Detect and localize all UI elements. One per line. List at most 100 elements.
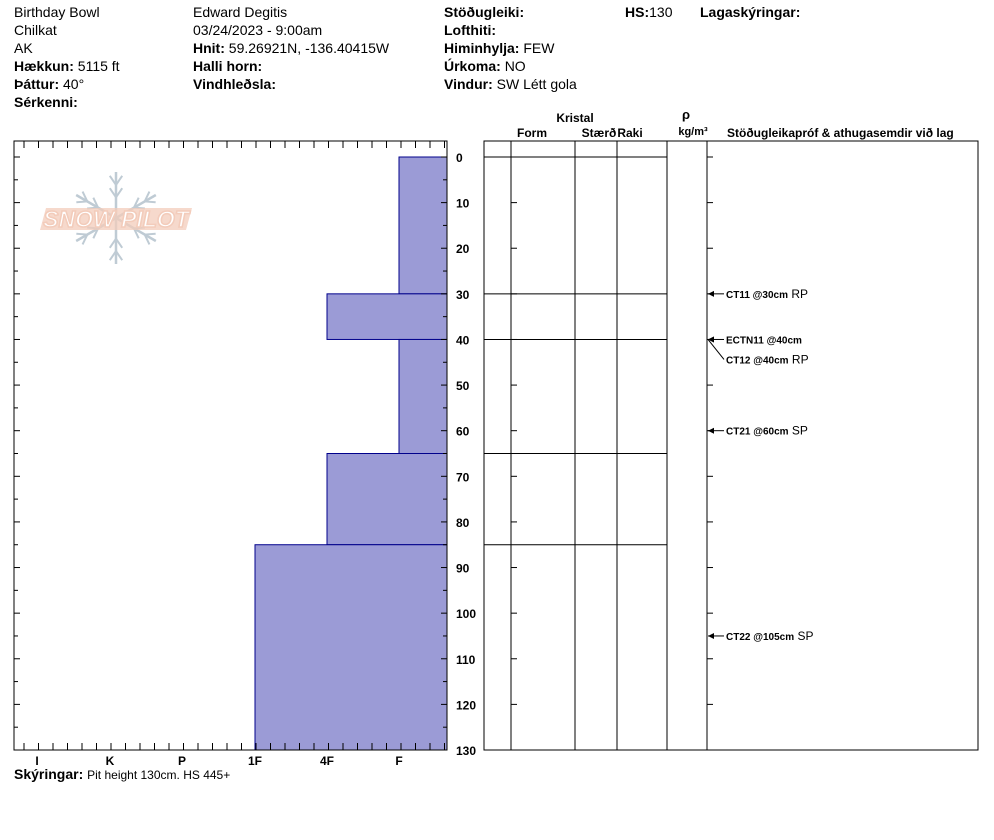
- snowflake-branch: [108, 250, 117, 261]
- hardness-bar-F: [398, 156, 448, 295]
- test-name: ECTN11 @40cm: [726, 335, 802, 346]
- hardness-tick-label: P: [178, 754, 186, 768]
- moisture-header: Raki: [617, 126, 642, 140]
- snowflake-branch: [115, 250, 124, 261]
- depth-tick-label: 40: [456, 333, 470, 347]
- test-quality: RP: [788, 287, 808, 301]
- test-arrowhead: [708, 290, 714, 297]
- wind-field: Vindur: SW Létt gola: [444, 75, 577, 93]
- aspect-value: 40°: [63, 76, 85, 92]
- depth-tick-label: 50: [456, 379, 470, 393]
- depth-tick-label: 20: [456, 242, 470, 256]
- snowflake-branch: [133, 197, 140, 209]
- air-temp-field: Lofthiti:: [444, 21, 496, 39]
- test-name: CT11 @30cm: [726, 290, 788, 301]
- snowflake-branch: [92, 227, 99, 239]
- snowflake-branch: [108, 187, 117, 198]
- coords-value: 59.26921N, -136.40415W: [228, 40, 390, 56]
- wind-label: Vindur:: [444, 76, 493, 92]
- depth-tick-label: 60: [456, 425, 470, 439]
- test-label: ECTN11 @40cm: [726, 335, 802, 346]
- depth-tick-label: 0: [456, 151, 463, 165]
- coords-field: Hnit: 59.26921N, -136.40415W: [193, 39, 389, 57]
- crystal-header: Kristal: [556, 111, 593, 125]
- test-name: CT12 @40cm: [726, 355, 789, 366]
- stability-label: Stöðugleiki:: [444, 4, 525, 20]
- depth-tick-label: 110: [456, 653, 476, 667]
- test-label: CT11 @30cm RP: [726, 287, 808, 301]
- logo-text: SNOW PILOT: [43, 206, 191, 232]
- notes-value: Pit height 130cm. HS 445+: [87, 768, 231, 782]
- depth-tick-label: 130: [456, 744, 476, 758]
- hardness-frame-border: [13, 140, 448, 751]
- test-quality: SP: [789, 424, 808, 438]
- state: AK: [14, 40, 33, 56]
- snowflake-branch: [81, 191, 89, 202]
- test-arrowhead: [708, 336, 714, 343]
- snowflake-branch: [133, 227, 140, 239]
- wind-loading-label: Vindhleðsla:: [193, 76, 276, 92]
- snowflake-branch: [81, 234, 89, 245]
- tests-header: Stöðugleikapróf & athugasemdir við lag: [727, 126, 954, 140]
- mountain-range: Chilkat: [14, 22, 57, 38]
- stability-field: Stöðugleiki:: [444, 3, 524, 21]
- hardness-tick-label: 4F: [320, 754, 334, 768]
- snowflake-branch: [115, 175, 124, 186]
- rho-header: ρ: [682, 107, 690, 122]
- hardness-bar-F: [398, 338, 448, 455]
- slope-label: Halli horn:: [193, 58, 263, 74]
- layer-notes-field: Lagaskýringar:: [700, 3, 800, 21]
- aspect-label: Þáttur:: [14, 76, 60, 92]
- snowflake-branch: [108, 175, 117, 186]
- layer-notes-label: Lagaskýringar:: [700, 4, 801, 20]
- test-arrowhead: [708, 632, 714, 639]
- depth-tick-label: 70: [456, 470, 470, 484]
- observation-datetime: 03/24/2023 - 9:00am: [193, 22, 323, 38]
- test-name: CT21 @60cm: [726, 427, 789, 438]
- depth-tick-label: 30: [456, 288, 470, 302]
- precip-field: Úrkoma: NO: [444, 57, 526, 75]
- aspect-field: Þáttur: 40°: [14, 75, 84, 93]
- snow-pilot-logo: SNOW PILOT: [40, 172, 192, 264]
- hardness-tick-label: I: [35, 754, 38, 768]
- elevation-value: 5115 ft: [77, 58, 120, 74]
- elevation-label: Hækkun:: [14, 58, 74, 74]
- sky-label: Himinhylja:: [444, 40, 520, 56]
- snowflake-branch: [115, 238, 124, 249]
- coords-label: Hnit:: [193, 40, 225, 56]
- hs-label: HS:: [625, 4, 650, 20]
- snowflake-branch: [144, 200, 156, 204]
- test-quality: RP: [789, 352, 809, 366]
- depth-tick-label: 10: [456, 197, 470, 211]
- size-header: Stærð: [582, 126, 617, 140]
- snowflake-icon: [40, 172, 192, 264]
- logo-banner: [40, 208, 192, 230]
- features-field: Sérkenni:: [14, 93, 78, 111]
- table-border: [483, 140, 979, 751]
- wind-loading-field: Vindhleðsla:: [193, 75, 276, 93]
- precip-label: Úrkoma:: [444, 58, 501, 74]
- test-arrowhead: [708, 427, 714, 434]
- depth-tick-label: 90: [456, 562, 470, 576]
- hardness-bar-1F: [254, 544, 448, 751]
- snowflake-branch: [115, 187, 124, 198]
- hardness-bar-4F: [326, 293, 448, 340]
- hardness-bar-4F: [326, 453, 448, 546]
- sky-field: Himinhylja: FEW: [444, 39, 554, 57]
- air-temp-label: Lofthiti:: [444, 22, 497, 38]
- test-quality: SP: [794, 629, 813, 643]
- observer-name: Edward Degitis: [193, 4, 288, 20]
- snowflake-branch: [143, 191, 151, 202]
- hs-field: HS:130: [625, 3, 672, 21]
- sky-value: FEW: [523, 40, 555, 56]
- wind-value: SW Létt gola: [496, 76, 577, 92]
- snowflake-branch: [108, 238, 117, 249]
- features-label: Sérkenni:: [14, 94, 78, 110]
- form-header: Form: [517, 126, 547, 140]
- test-label: CT12 @40cm RP: [726, 352, 809, 366]
- snowflake-branch: [76, 232, 88, 236]
- test-label: CT21 @60cm SP: [726, 424, 808, 438]
- hardness-bars: [254, 156, 448, 751]
- depth-tick-label: 100: [456, 607, 476, 621]
